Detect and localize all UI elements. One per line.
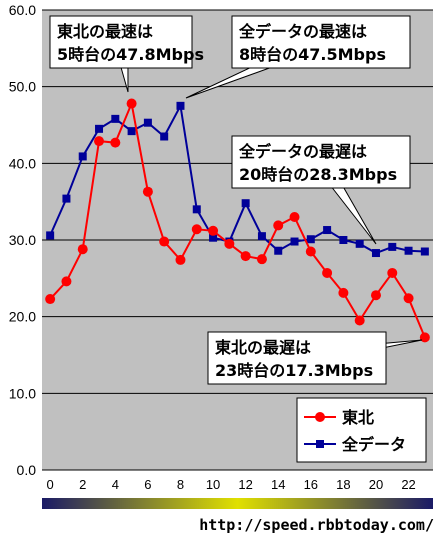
callout-text: 全データの最遅は [238, 142, 367, 161]
x-tick-label: 22 [401, 477, 415, 492]
data-point [127, 127, 136, 136]
y-tick-label: 30.0 [9, 232, 36, 248]
callout: 東北の最速は 5時台の47.8Mbps [49, 15, 204, 93]
x-tick-label: 14 [271, 477, 285, 492]
data-point [306, 235, 315, 244]
x-tick-label: 0 [47, 477, 54, 492]
data-point [45, 294, 56, 305]
callout-text: 全データの最速は [238, 22, 367, 41]
data-point [240, 251, 251, 262]
data-point [273, 220, 284, 231]
data-point [159, 236, 170, 247]
time-of-day-bar [42, 498, 433, 509]
data-point [256, 254, 267, 265]
data-point [241, 199, 250, 208]
data-point [62, 194, 71, 203]
callout: 全データの最遅は 20時台の28.3Mbps [231, 135, 411, 245]
legend-label-tohoku: 東北 [342, 408, 374, 427]
data-point [290, 237, 299, 246]
y-axis-ticks: 0.0 10.0 20.0 30.0 40.0 50.0 60.0 [9, 2, 36, 478]
data-point [274, 246, 283, 255]
data-point [289, 212, 300, 222]
grid-lines [42, 9, 433, 471]
callout-box [207, 331, 387, 385]
legend-marker-tohoku [315, 412, 325, 422]
annotations-layer: 東北の最速は5時台の47.8Mbps全データの最速は8時台の47.5Mbps全デ… [49, 15, 423, 385]
data-point [305, 246, 316, 257]
data-point [387, 267, 398, 278]
data-point [77, 244, 88, 255]
legend: 東北 全データ [296, 397, 427, 463]
x-tick-label: 12 [238, 477, 252, 492]
data-point [388, 242, 397, 251]
data-point [191, 224, 202, 235]
callout: 東北の最遅は 23時台の17.3Mbps [207, 331, 423, 385]
data-point [142, 186, 153, 197]
data-point [371, 249, 380, 258]
x-tick-label: 8 [177, 477, 184, 492]
data-point [176, 101, 185, 110]
callout-text: 東北の最遅は [215, 338, 311, 357]
data-point [110, 137, 121, 148]
y-tick-label: 40.0 [9, 155, 36, 171]
x-tick-label: 10 [206, 477, 220, 492]
data-point [322, 267, 333, 278]
data-point [403, 293, 414, 304]
data-point [143, 118, 152, 127]
data-point [94, 136, 105, 147]
series-1 [46, 101, 429, 258]
y-tick-label: 0.0 [17, 462, 37, 478]
y-tick-label: 50.0 [9, 79, 36, 95]
data-point [61, 276, 72, 287]
data-point [209, 233, 218, 242]
data-point [354, 315, 365, 326]
callout-text: 8時台の47.5Mbps [239, 45, 386, 64]
callout-text: 20時台の28.3Mbps [239, 165, 397, 184]
callout-box [231, 135, 411, 189]
callout-text: 23時台の17.3Mbps [215, 361, 373, 380]
x-tick-label: 2 [79, 477, 86, 492]
data-point [339, 236, 348, 244]
callout-text: 5時台の47.8Mbps [57, 45, 204, 64]
callout-box [49, 15, 193, 69]
callout: 全データの最速は 8時台の47.5Mbps [185, 15, 411, 99]
data-point [111, 114, 120, 123]
data-point [355, 239, 364, 248]
x-tick-label: 18 [336, 477, 350, 492]
x-tick-label: 20 [369, 477, 383, 492]
y-tick-label: 60.0 [9, 2, 36, 18]
data-point [257, 232, 266, 241]
data-point [370, 290, 381, 301]
y-tick-label: 20.0 [9, 309, 36, 325]
data-point [338, 287, 349, 298]
data-point [404, 246, 413, 255]
series-0 [45, 98, 430, 343]
data-point [420, 247, 429, 256]
data-point [95, 124, 104, 133]
y-tick-label: 10.0 [9, 385, 36, 401]
x-axis-ticks: 0 2 4 6 8 10 12 14 16 18 20 22 [47, 477, 416, 492]
data-point [419, 332, 430, 343]
callout-text: 東北の最速は [57, 22, 153, 41]
x-tick-label: 4 [112, 477, 119, 492]
legend-box [296, 397, 427, 463]
data-point [323, 226, 332, 235]
x-tick-label: 16 [304, 477, 318, 492]
data-point [175, 254, 186, 265]
legend-label-all-data: 全データ [341, 435, 406, 454]
callout-box [231, 15, 411, 69]
series-layer [45, 98, 430, 343]
data-point [160, 132, 169, 141]
data-point [224, 238, 235, 249]
source-url: http://speed.rbbtoday.com/ [199, 516, 434, 534]
x-tick-label: 6 [144, 477, 151, 492]
data-point [208, 225, 219, 236]
data-point [126, 98, 137, 109]
data-point [78, 152, 87, 161]
data-point [192, 205, 201, 214]
data-point [46, 231, 55, 240]
legend-marker-all-data [316, 440, 324, 448]
